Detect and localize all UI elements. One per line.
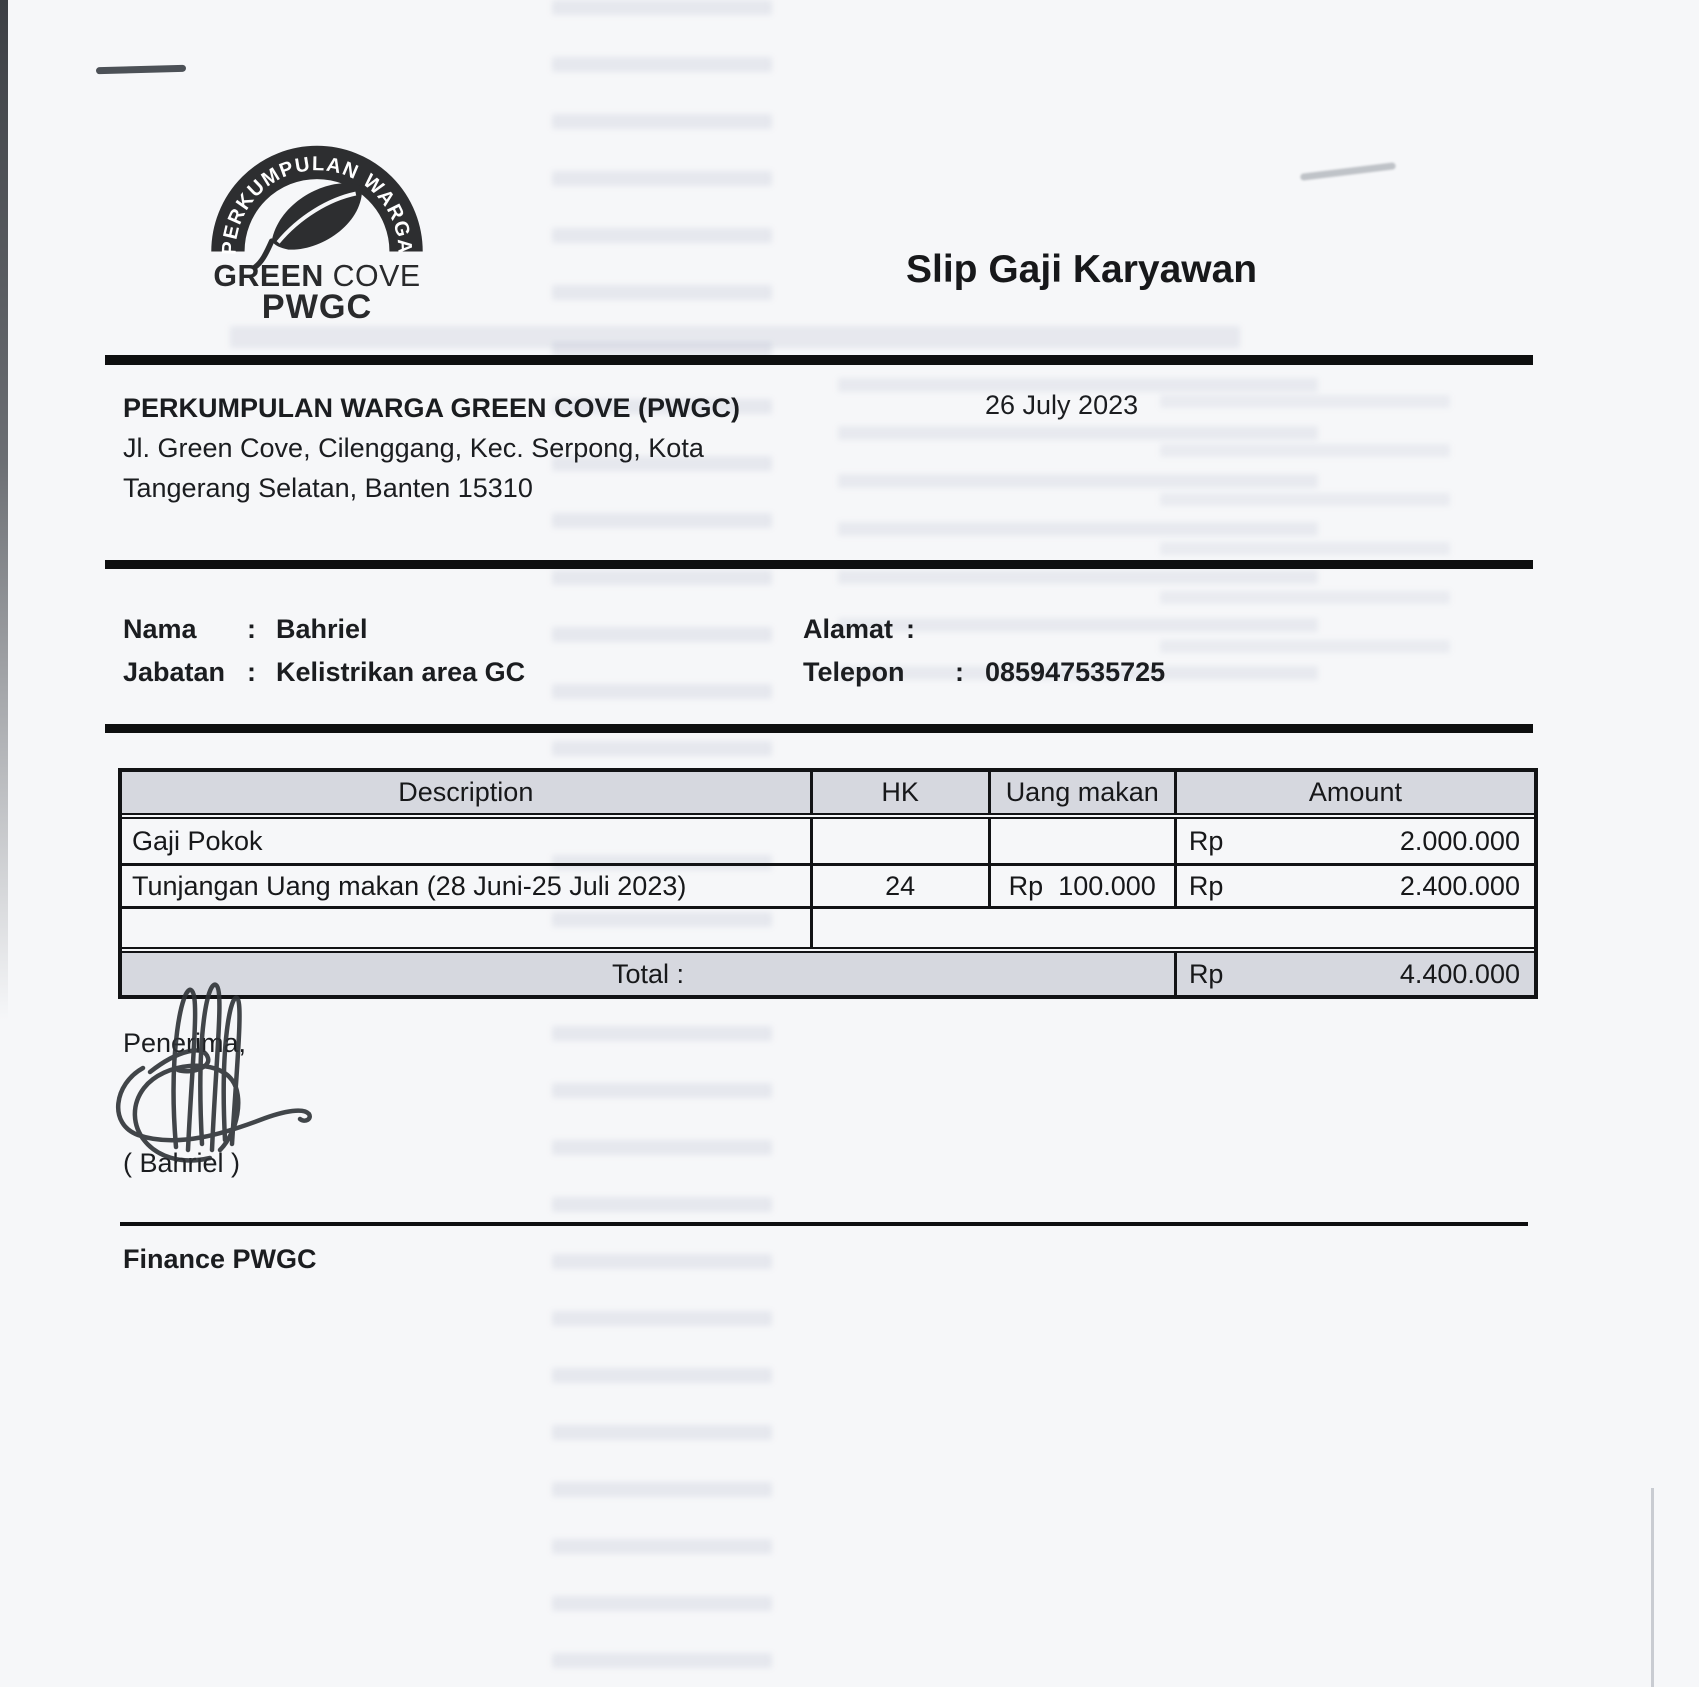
row-uang-makan: Rp 100.000 [987, 866, 1174, 906]
row-rest [809, 909, 1534, 947]
alamat-colon: : [906, 614, 915, 644]
telepon-value: 085947535725 [985, 657, 1166, 687]
row-description [122, 909, 810, 947]
header-amount: Amount [1173, 772, 1534, 813]
jabatan-colon: : [247, 657, 256, 687]
divider-rule [105, 560, 1533, 569]
bleed-through-artifact [230, 326, 1240, 348]
company-address-line1: Jl. Green Cove, Cilenggang, Kec. Serpong… [123, 433, 704, 463]
scan-mark-artifact [95, 64, 187, 75]
jabatan-value: Kelistrikan area GC [276, 657, 526, 687]
telepon-label: Telepon [803, 657, 905, 687]
table-total-row: Total : Rp 4.400.000 [122, 947, 1534, 995]
nama-label: Nama [123, 614, 197, 644]
amount-value: 2.000.000 [1399, 825, 1520, 856]
alamat-label: Alamat [803, 614, 894, 644]
scan-smudge-artifact [1299, 162, 1397, 181]
table-row-empty [122, 909, 1534, 947]
nama-value: Bahriel [276, 614, 368, 644]
table-row: Tunjangan Uang makan (28 Juni-25 Juli 20… [122, 866, 1534, 909]
paper-edge-line [1651, 1488, 1654, 1687]
divider-rule [120, 1222, 1528, 1226]
finance-caption: Finance PWGC [123, 1244, 317, 1274]
signer-name: ( Bahriel ) [123, 1148, 241, 1178]
row-uang-makan [987, 819, 1174, 863]
row-description: Gaji Pokok [132, 825, 263, 856]
currency-label: Rp [1188, 958, 1224, 989]
row-hk [809, 819, 988, 863]
header-hk: HK [809, 772, 988, 813]
scan-edge-shadow [0, 0, 8, 1020]
divider-rule [105, 724, 1533, 733]
issue-date: 26 July 2023 [985, 390, 1139, 420]
handwritten-signature [98, 972, 378, 1187]
currency-label: Rp [1188, 870, 1224, 901]
total-amount-value: 4.400.000 [1399, 958, 1520, 989]
total-amount-cell: Rp 4.400.000 [1173, 953, 1534, 995]
currency-label: Rp [1188, 825, 1224, 856]
logo-arc-band [211, 145, 423, 252]
jabatan-label: Jabatan [123, 657, 226, 687]
company-address-line2: Tangerang Selatan, Banten 15310 [123, 473, 533, 503]
row-amount: Rp 2.400.000 [1173, 866, 1534, 906]
svg-text:GREEN COVE: GREEN COVE [213, 260, 420, 293]
page-title: Slip Gaji Karyawan [906, 248, 1258, 291]
header-description: Description [122, 772, 810, 813]
table-header-row: Description HK Uang makan Amount [122, 772, 1534, 819]
company-block: PERKUMPULAN WARGA GREEN COVE (PWGC) Jl. … [123, 388, 740, 508]
company-name: PERKUMPULAN WARGA GREEN COVE (PWGC) [123, 393, 741, 423]
header-uang-makan: Uang makan [987, 772, 1174, 813]
row-amount: Rp 2.000.000 [1173, 819, 1534, 863]
table-row: Gaji Pokok Rp 2.000.000 [122, 819, 1534, 866]
logo-name-bold: GREEN [213, 260, 332, 293]
amount-value: 2.400.000 [1399, 870, 1520, 901]
total-label: Total : [122, 953, 1174, 995]
divider-rule [105, 355, 1533, 365]
telepon-colon: : [955, 657, 964, 687]
company-logo: PERKUMPULAN WARGA GREEN COVE PWGC [203, 136, 431, 327]
salary-table: Description HK Uang makan Amount Gaji Po… [118, 768, 1538, 999]
logo-name-regular: COVE [333, 260, 421, 293]
bleed-through-artifact [1160, 395, 1450, 685]
nama-colon: : [247, 614, 256, 644]
logo-abbr: PWGC [262, 288, 372, 322]
row-hk: 24 [809, 866, 988, 906]
leaf-icon [252, 183, 362, 271]
row-description: Tunjangan Uang makan (28 Juni-25 Juli 20… [132, 870, 687, 901]
